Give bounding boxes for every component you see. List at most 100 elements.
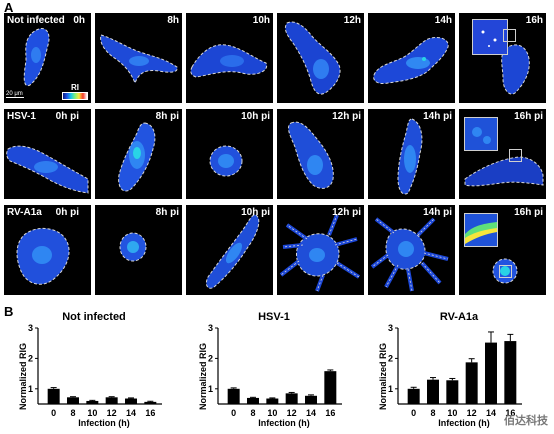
bar — [125, 398, 137, 404]
bar — [324, 371, 337, 404]
x-tick-label: 14 — [306, 408, 316, 418]
tile-r1-c0: HSV-1 0h pi — [4, 109, 91, 199]
bar — [144, 401, 157, 404]
tile-r0-c5: 16h — [459, 13, 546, 103]
bar — [446, 380, 459, 404]
time-label: 0h pi — [55, 111, 79, 122]
roi-box — [509, 149, 522, 162]
tile-r1-c1: 8h pi — [95, 109, 182, 199]
y-tick-label: 2 — [388, 353, 393, 363]
bar — [247, 397, 259, 404]
panel-b-letter: B — [4, 304, 14, 319]
x-tick-label: 12 — [287, 408, 297, 418]
x-axis-label: Infection (h) — [78, 418, 130, 428]
tile-r1-c2: 10h pi — [186, 109, 273, 199]
tile-r2-c1: 8h pi — [95, 205, 182, 295]
bar-chart-hsv1: HSV-1 Normalized RIG 1 2 3 0 8 10 12 14 16 Infec… — [194, 300, 354, 434]
y-tick-label: 2 — [208, 353, 213, 363]
time-label: 10h — [252, 15, 270, 26]
time-label: 14h pi — [423, 111, 452, 122]
ri-colorbar: RI — [62, 83, 88, 100]
tile-r1-c5: 16h pi — [459, 109, 546, 199]
x-tick-label: 14 — [126, 408, 136, 418]
x-tick-label: 10 — [267, 408, 277, 418]
time-label: 8h pi — [155, 207, 179, 218]
roi-box — [499, 265, 512, 278]
x-tick-label: 16 — [325, 408, 335, 418]
time-label: 8h — [167, 15, 179, 26]
x-tick-label: 8 — [250, 408, 255, 418]
condition-label: Not infected — [7, 15, 65, 26]
time-label: 10h pi — [241, 207, 270, 218]
tile-r2-c5: 16h pi — [459, 205, 546, 295]
ri-colorbar-label: RI — [71, 83, 79, 92]
y-tick-label: 1 — [208, 384, 213, 394]
x-axis-label: Infection (h) — [258, 418, 310, 428]
bar-chart-not-infected: Not infected Normalized RIG 1 2 3 0 8 10 12 14 1… — [14, 300, 174, 434]
x-tick-label: 0 — [51, 408, 56, 418]
y-tick-label: 1 — [388, 384, 393, 394]
x-tick-label: 0 — [411, 408, 416, 418]
bar — [285, 393, 298, 404]
x-tick-label: 12 — [467, 408, 477, 418]
tile-r1-c4: 14h pi — [368, 109, 455, 199]
bar — [305, 395, 317, 404]
bar — [427, 379, 439, 404]
bar — [47, 388, 60, 404]
condition-label: HSV-1 — [7, 111, 36, 122]
tile-r0-c4: 14h — [368, 13, 455, 103]
x-tick-label: 10 — [447, 408, 457, 418]
condition-label: RV-A1a — [7, 207, 42, 218]
tile-r2-c4: 14h pi — [368, 205, 455, 295]
time-label: 14h — [434, 15, 452, 26]
time-label: 0h — [73, 15, 85, 26]
bar — [407, 388, 420, 404]
tile-r0-c1: 8h — [95, 13, 182, 103]
x-tick-label: 12 — [107, 408, 117, 418]
time-label: 16h pi — [514, 111, 543, 122]
bar — [485, 342, 497, 404]
tile-r0-c3: 12h — [277, 13, 364, 103]
bar — [504, 341, 517, 404]
tile-r0-c0: Not infected 0h 20 μm RI — [4, 13, 91, 103]
time-label: 16h pi — [514, 207, 543, 218]
bar — [67, 397, 79, 404]
bar — [465, 362, 478, 404]
x-tick-label: 16 — [145, 408, 155, 418]
bar — [227, 388, 240, 404]
y-tick-label: 1 — [28, 384, 33, 394]
x-tick-label: 0 — [231, 408, 236, 418]
x-tick-label: 16 — [505, 408, 515, 418]
x-axis-label: Infection (h) — [438, 418, 490, 428]
chart-title: HSV-1 — [258, 311, 290, 323]
zoom-inset — [472, 19, 508, 55]
tile-r2-c3: 12h pi — [277, 205, 364, 295]
time-label: 12h pi — [332, 111, 361, 122]
microscopy-grid: Not infected 0h 20 μm RI 8h 10h — [4, 13, 550, 301]
scale-bar: 20 μm — [6, 91, 24, 98]
time-label: 14h pi — [423, 207, 452, 218]
x-tick-label: 10 — [87, 408, 97, 418]
time-label: 10h pi — [241, 111, 270, 122]
y-tick-label: 3 — [208, 323, 213, 333]
watermark: 佰达科技 — [504, 415, 548, 427]
roi-box — [503, 29, 516, 42]
y-tick-label: 2 — [28, 353, 33, 363]
ri-colorbar-gradient — [62, 92, 88, 100]
time-label: 12h pi — [332, 207, 361, 218]
tile-r0-c2: 10h — [186, 13, 273, 103]
tile-r2-c2: 10h pi — [186, 205, 273, 295]
panel-a-letter: A — [4, 0, 14, 15]
tile-r2-c0: RV-A1a 0h pi — [4, 205, 91, 295]
zoom-inset — [464, 213, 498, 247]
time-label: 16h — [525, 15, 543, 26]
x-tick-label: 8 — [70, 408, 75, 418]
bar — [266, 398, 279, 404]
x-tick-label: 8 — [430, 408, 435, 418]
chart-title: Not infected — [62, 311, 126, 323]
bar-chart-rv-a1a: RV-A1a Normalized RIG 1 2 3 0 8 10 12 14 16 Infe… — [374, 300, 544, 434]
